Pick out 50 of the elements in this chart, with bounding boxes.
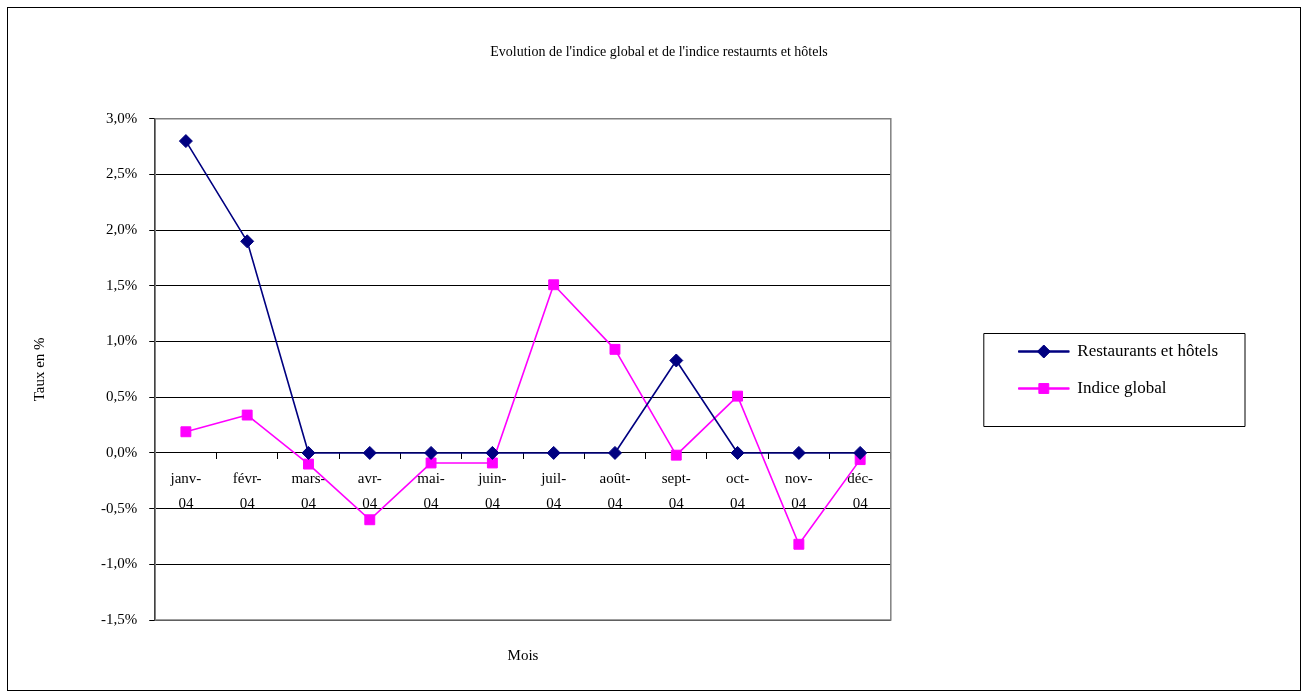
y-tick-label: 1,0% — [105, 332, 138, 349]
x-tick-label: mai-04 — [417, 470, 445, 511]
point — [303, 458, 314, 470]
x-tick-label: avr-04 — [357, 470, 382, 511]
point — [793, 538, 805, 550]
point — [240, 234, 255, 249]
legend-label: Indice global — [1077, 377, 1167, 397]
x-tick-label: déc-04 — [847, 470, 874, 511]
chart-title: Evolution de l'indice global et de l'indice restaurnts et hôtels — [490, 44, 828, 60]
x-tick-label: août-04 — [599, 470, 631, 511]
x-tick-label: oct-04 — [725, 470, 750, 511]
point — [301, 445, 316, 460]
point — [669, 353, 684, 368]
y-tick-label: 0,0% — [105, 443, 138, 460]
x-tick-label: juin-04 — [477, 470, 507, 511]
y-tick-label: -0,5% — [100, 499, 138, 516]
point — [791, 445, 806, 460]
point — [180, 426, 192, 438]
y-tick-label: 2,0% — [105, 221, 138, 238]
point — [546, 445, 561, 460]
y-tick-label: 2,5% — [105, 165, 138, 182]
point — [424, 445, 439, 460]
x-tick-label: nov-04 — [785, 470, 813, 511]
point — [607, 445, 622, 460]
point — [485, 445, 500, 460]
point — [548, 279, 560, 291]
x-tick-label: sept-04 — [661, 470, 691, 511]
point — [670, 449, 682, 461]
y-tick-label: -1,0% — [100, 555, 138, 572]
y-tick-label: 1,5% — [105, 276, 138, 293]
point — [425, 457, 437, 469]
x-tick-label: mars-04 — [291, 470, 326, 511]
point — [732, 390, 744, 402]
x-axis-title: Mois — [507, 646, 539, 663]
point — [364, 514, 376, 526]
point — [178, 134, 193, 149]
point — [362, 445, 377, 460]
y-tick-label: 3,0% — [105, 109, 138, 126]
point — [730, 445, 745, 460]
x-tick-label: juil-04 — [540, 470, 567, 511]
y-axis-title: Taux en % — [30, 337, 47, 402]
point — [241, 409, 253, 421]
legend-label: Restaurants et hôtels — [1077, 340, 1219, 360]
y-tick-label: -1,5% — [100, 610, 138, 627]
x-tick-label: févr-04 — [232, 470, 262, 511]
x-tick-label: janv-04 — [169, 470, 202, 511]
point — [853, 445, 868, 460]
y-tick-label: 0,5% — [105, 388, 138, 405]
point — [609, 343, 621, 355]
point — [486, 457, 498, 469]
